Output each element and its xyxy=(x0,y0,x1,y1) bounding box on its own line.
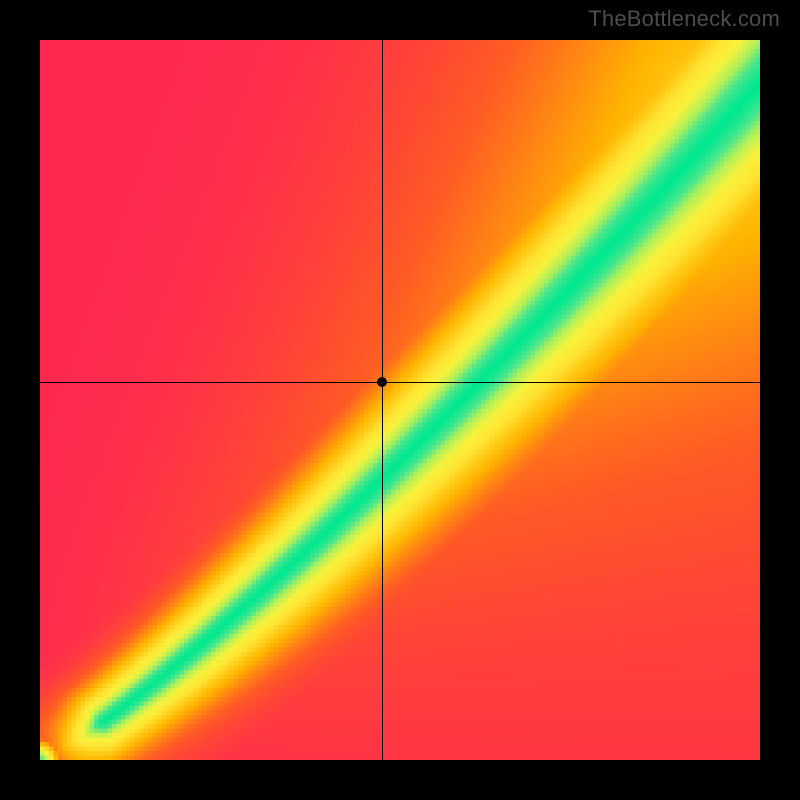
marker-dot xyxy=(377,377,387,387)
chart-container: TheBottleneck.com xyxy=(0,0,800,800)
heatmap-canvas xyxy=(40,40,760,760)
watermark-text: TheBottleneck.com xyxy=(588,6,780,32)
crosshair-vertical xyxy=(382,40,383,760)
plot-area xyxy=(40,40,760,760)
crosshair-horizontal xyxy=(40,382,760,383)
